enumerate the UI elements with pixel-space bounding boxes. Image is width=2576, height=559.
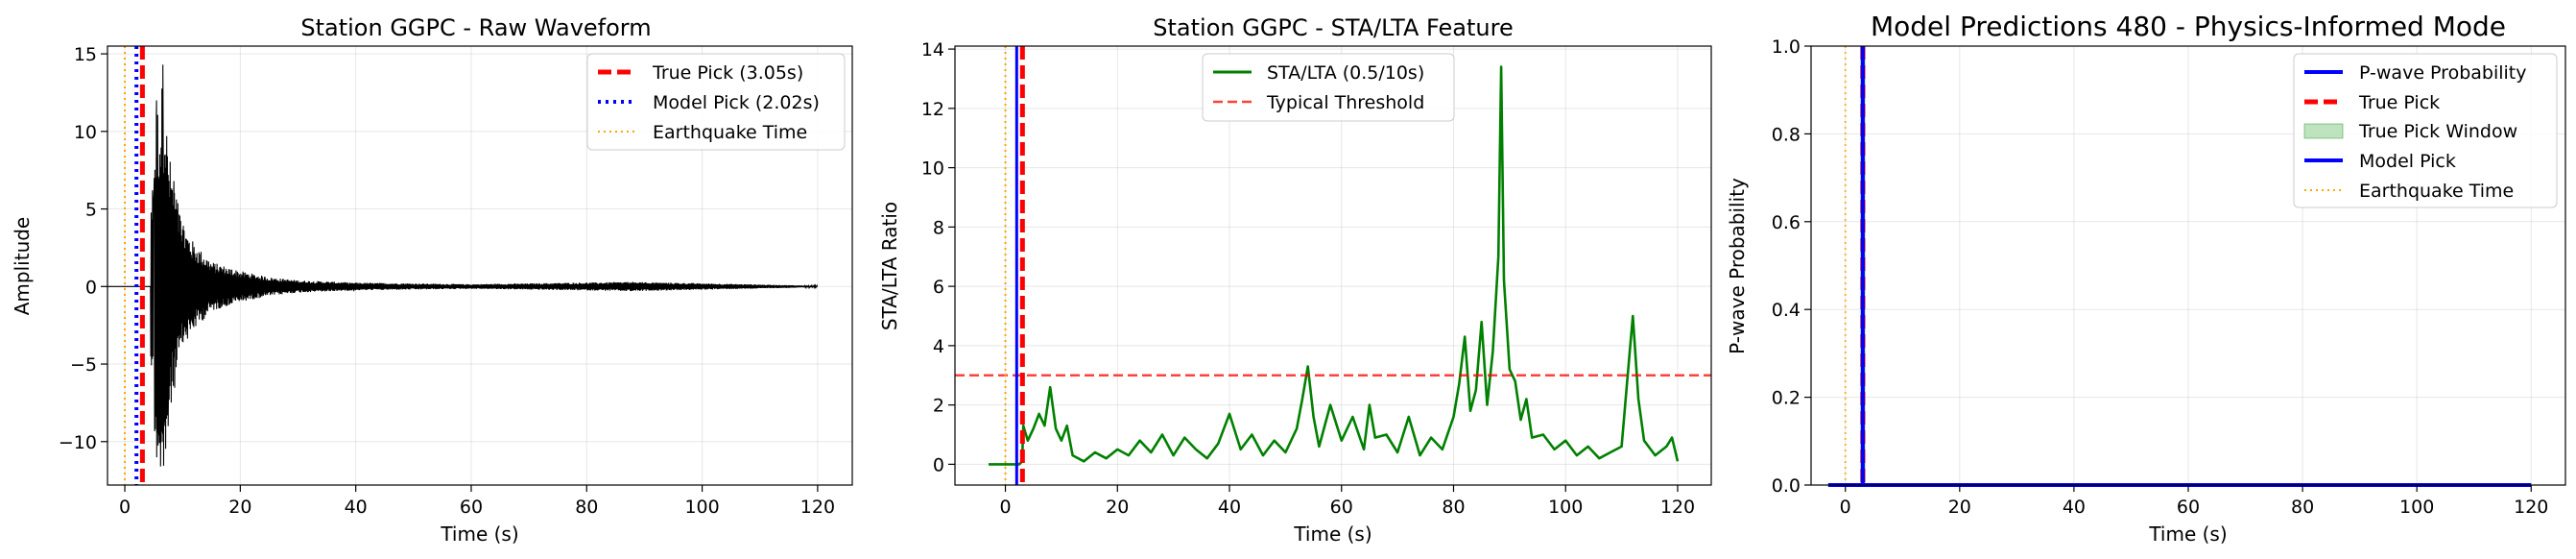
x-axis-label: Time (s) — [1293, 523, 1371, 546]
y-tick-label: 12 — [921, 99, 944, 120]
y-tick-label: 0.8 — [1772, 124, 1801, 145]
raw-waveform-chart: Station GGPC - Raw Waveform 0 20 40 60 80 100… — [11, 14, 853, 546]
legend-box — [2293, 53, 2558, 208]
axis-ticks: 0 20 40 60 80 100 120 0.0 0.2 0.4 0.6 0.8 1.0 — [1772, 36, 2549, 518]
y-tick-label: 10 — [921, 158, 944, 180]
y-tick-label: 0.2 — [1772, 388, 1801, 409]
legend-label-earthquake-time: Earthquake Time — [2359, 181, 2514, 202]
plot-frame — [954, 45, 1712, 486]
x-tick-label: 40 — [345, 497, 368, 518]
axis-ticks: 0 20 40 60 80 100 120 −10 −5 0 5 10 15 — [59, 44, 835, 518]
x-tick-label: 100 — [1548, 497, 1583, 518]
x-tick-label: 100 — [684, 497, 719, 518]
x-tick-label: 60 — [1330, 497, 1353, 518]
x-tick-label: 120 — [1660, 497, 1695, 518]
y-tick-label: 2 — [933, 396, 944, 417]
x-tick-label: 40 — [1218, 497, 1241, 518]
y-tick-label: −5 — [70, 354, 97, 376]
x-tick-label: 80 — [2291, 497, 2314, 518]
y-axis-label: STA/LTA Ratio — [878, 202, 901, 330]
x-axis-label: Time (s) — [2148, 523, 2227, 546]
legend: True Pick (3.05s) Model Pick (2.02s) Ear… — [586, 53, 846, 151]
waveform-line — [107, 64, 819, 467]
series-marks — [107, 46, 819, 485]
legend-label-true-pick: True Pick (3.05s) — [652, 62, 803, 84]
legend-label-p-wave-probability: P-wave Probability — [2359, 62, 2527, 84]
y-tick-label: 5 — [85, 200, 97, 221]
y-tick-label: 10 — [74, 122, 97, 143]
x-tick-label: 60 — [2177, 497, 2200, 518]
sta-lta-line — [989, 65, 1680, 466]
y-tick-label: 0 — [85, 277, 97, 298]
x-tick-label: 20 — [228, 497, 251, 518]
x-tick-label: 60 — [460, 497, 483, 518]
legend-swatch-true-pick-window — [2303, 123, 2344, 139]
y-tick-label: 6 — [933, 277, 944, 298]
y-tick-label: 0.0 — [1772, 475, 1801, 497]
legend-box — [586, 53, 846, 151]
legend-label-true-pick-window: True Pick Window — [2358, 121, 2517, 142]
x-tick-label: 80 — [1442, 497, 1465, 518]
y-tick-label: 4 — [933, 336, 944, 357]
y-tick-label: 14 — [921, 39, 944, 61]
x-tick-label: 120 — [800, 497, 835, 518]
x-tick-label: 0 — [119, 497, 131, 518]
x-tick-label: 80 — [575, 497, 598, 518]
y-tick-label: 15 — [74, 44, 97, 65]
legend-label-earthquake-time: Earthquake Time — [653, 122, 807, 143]
y-tick-label: 1.0 — [1772, 36, 1801, 58]
legend-label-threshold: Typical Threshold — [1266, 92, 1424, 113]
x-tick-label: 0 — [999, 497, 1011, 518]
legend-label-model-pick: Model Pick (2.02s) — [653, 92, 820, 113]
series-marks — [955, 46, 1711, 485]
y-tick-label: 8 — [933, 217, 944, 238]
x-tick-label: 0 — [1840, 497, 1851, 518]
legend-label-true-pick: True Pick — [2358, 92, 2440, 113]
x-axis-label: Time (s) — [440, 523, 518, 546]
chart-title: Model Predictions 480 - Physics-Informed… — [1871, 11, 2506, 42]
x-tick-label: 20 — [1948, 497, 1971, 518]
x-tick-label: 20 — [1106, 497, 1129, 518]
legend: STA/LTA (0.5/10s) Typical Threshold — [1202, 53, 1455, 122]
legend-label-model-pick: Model Pick — [2359, 151, 2456, 172]
x-tick-label: 40 — [2063, 497, 2086, 518]
plot-frame — [107, 45, 853, 486]
y-axis-label: Amplitude — [11, 217, 34, 316]
model-predictions-chart: Model Predictions 480 - Physics-Informed… — [1726, 11, 2566, 546]
sta-lta-chart: Station GGPC - STA/LTA Feature 0 20 40 60 80… — [878, 14, 1712, 546]
y-tick-label: 0.6 — [1772, 212, 1801, 233]
chart-title: Station GGPC - Raw Waveform — [300, 14, 651, 41]
legend-label-sta-lta: STA/LTA (0.5/10s) — [1267, 62, 1424, 84]
y-tick-label: 0 — [933, 454, 944, 475]
y-tick-label: 0.4 — [1772, 300, 1801, 321]
y-tick-label: −10 — [59, 432, 97, 453]
legend-box — [1202, 53, 1455, 122]
y-axis-label: P-wave Probability — [1726, 178, 1749, 354]
legend: P-wave Probability True Pick True Pick W… — [2293, 53, 2558, 208]
x-tick-label: 100 — [2399, 497, 2434, 518]
chart-title: Station GGPC - STA/LTA Feature — [1153, 14, 1513, 41]
axis-ticks: 0 20 40 60 80 100 120 0 2 4 6 8 10 12 14 — [921, 39, 1695, 518]
x-tick-label: 120 — [2514, 497, 2548, 518]
